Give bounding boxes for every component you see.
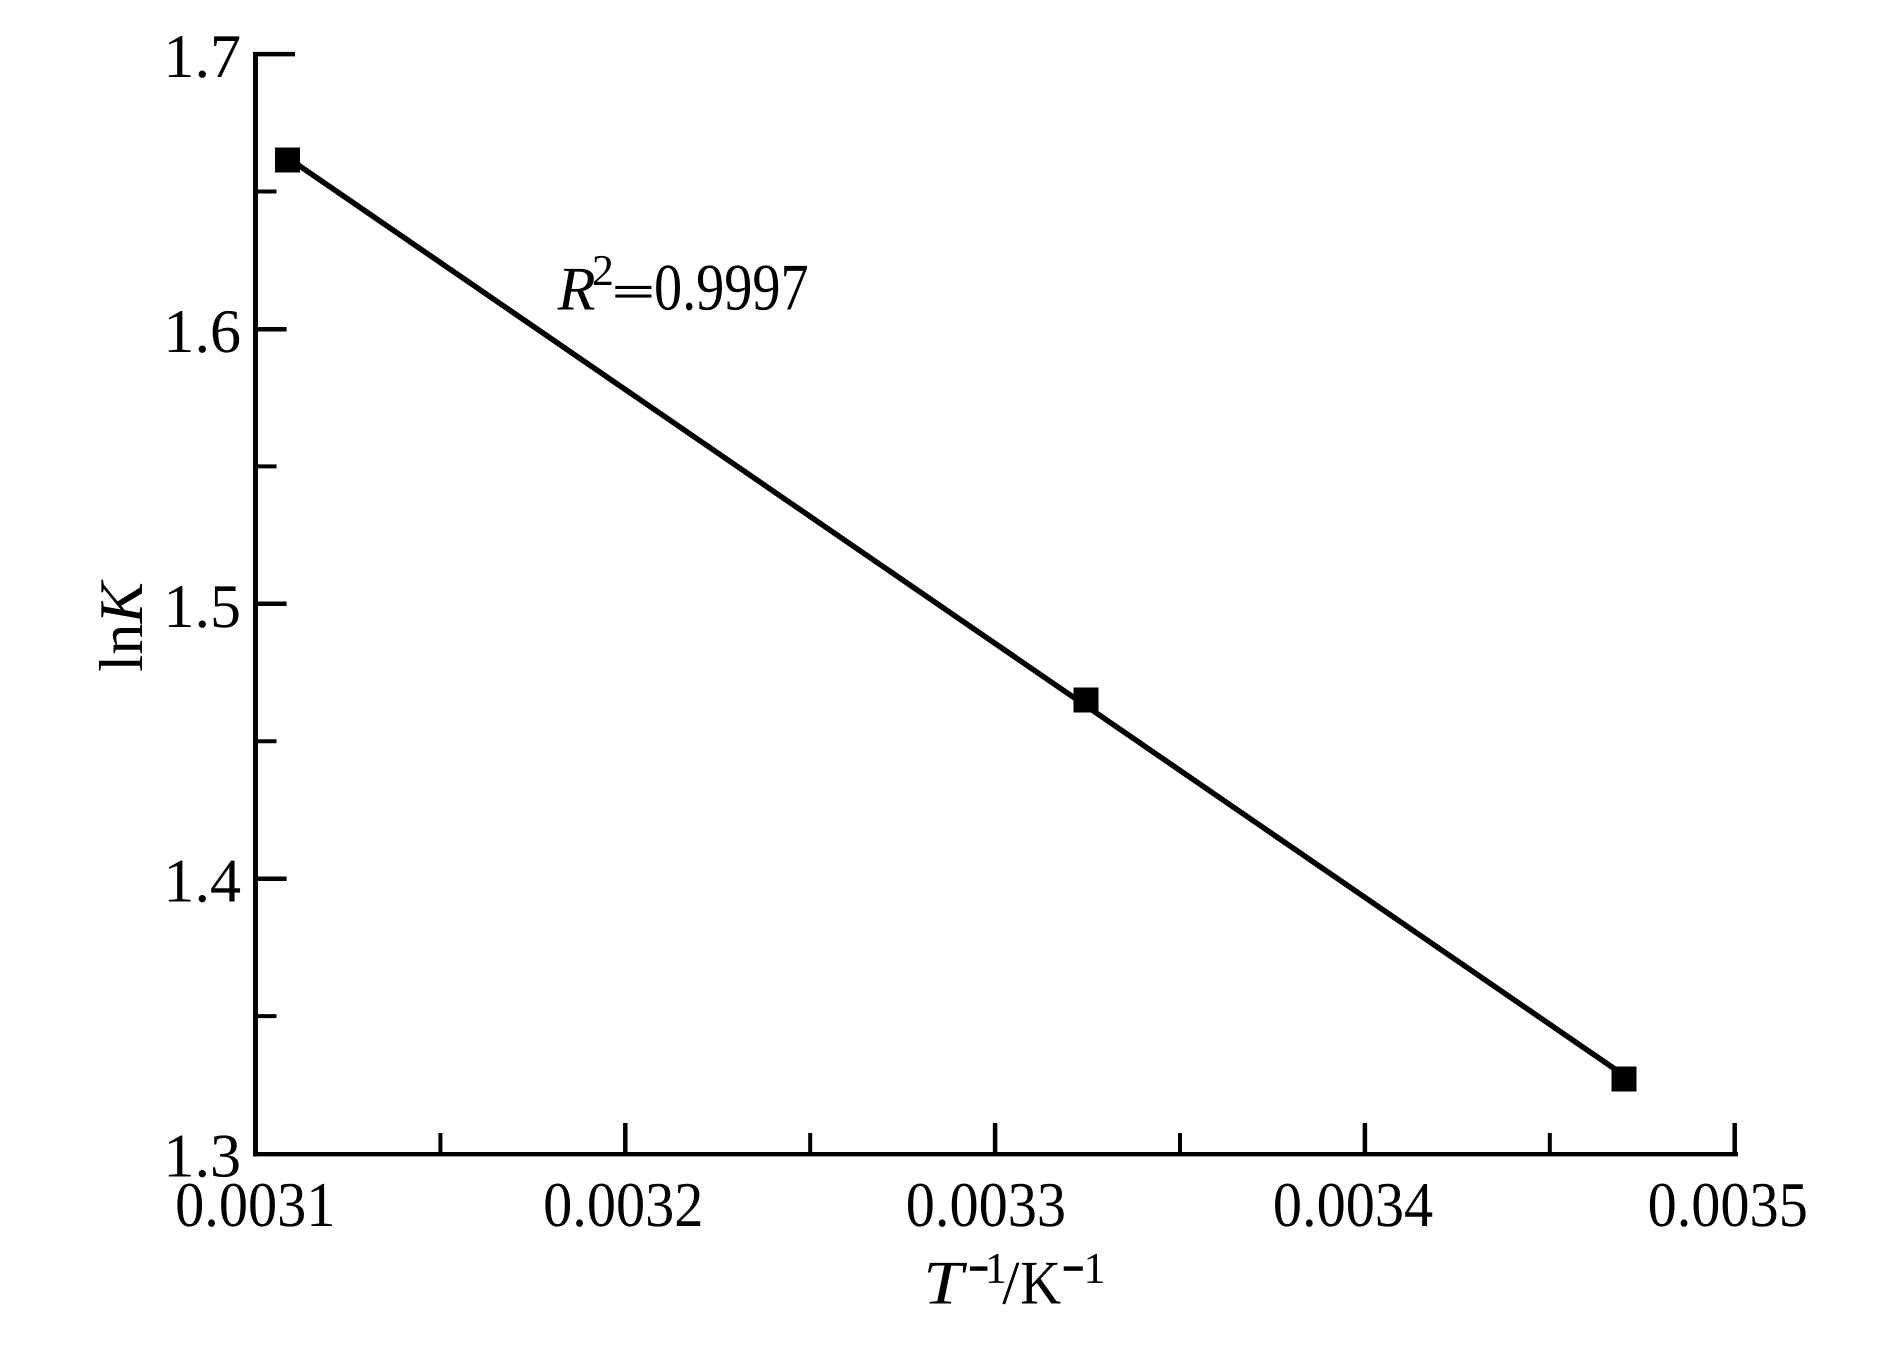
svg-text:1.6: 1.6	[163, 298, 241, 366]
svg-text:/: /	[1002, 1250, 1020, 1318]
svg-text:1.7: 1.7	[163, 23, 241, 91]
svg-text:T: T	[923, 1250, 968, 1318]
svg-text:1.5: 1.5	[163, 573, 241, 641]
svg-text:0.0031: 0.0031	[175, 1170, 335, 1240]
svg-text:R: R	[557, 255, 596, 323]
svg-text:K: K	[1020, 1250, 1061, 1318]
svg-text:0.0033: 0.0033	[906, 1170, 1066, 1240]
svg-text:0.0034: 0.0034	[1273, 1170, 1433, 1240]
svg-text:1.4: 1.4	[163, 848, 241, 916]
svg-text:0.9997: 0.9997	[654, 252, 809, 325]
svg-text:lnK: lnK	[88, 579, 156, 672]
svg-text:0.0035: 0.0035	[1648, 1170, 1808, 1240]
svg-text:0.0032: 0.0032	[543, 1170, 703, 1240]
svg-text:1.3: 1.3	[163, 1123, 241, 1191]
